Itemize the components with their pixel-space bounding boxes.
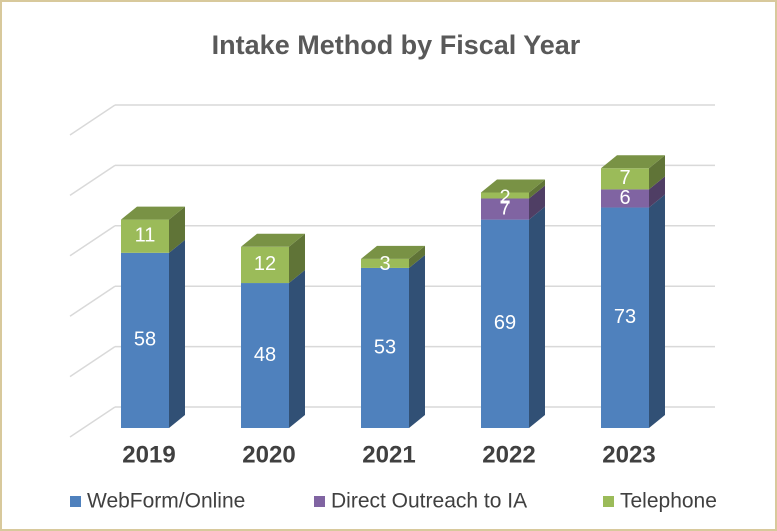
bar-side [529,179,545,199]
bar-segment [601,189,649,208]
bar-side [529,206,545,428]
data-label: 48 [254,344,276,366]
data-label: 3 [379,253,390,275]
bar-segment [601,207,649,428]
legend-label: Direct Outreach to IA [331,490,527,513]
x-tick-label: 2021 [362,441,415,468]
bar-top [481,179,545,193]
data-label: 11 [135,225,156,247]
legend-swatch [70,496,81,507]
grid-line [69,345,116,378]
bar-segment [241,246,289,284]
data-label: 12 [254,253,276,275]
bar-side [649,194,665,428]
grid-line [69,406,116,438]
bar-top [601,155,665,169]
bar-top [121,206,185,220]
data-label: 7 [619,167,630,189]
bar-side [409,254,425,428]
data-label: 58 [134,329,156,351]
grid-line [69,164,116,197]
bar-segment [481,219,529,428]
data-label: 2 [499,187,510,209]
data-label: 53 [374,336,396,358]
legend-swatch [603,496,614,507]
grid-line [69,285,116,317]
bar-top [241,233,305,247]
bar-top [361,245,425,259]
bar-segment [481,198,529,220]
x-tick-label: 2023 [602,441,655,468]
bar-side [529,185,545,220]
legend-label: WebForm/Online [87,490,245,513]
chart-title: Intake Method by Fiscal Year [212,30,581,60]
bar-side [649,176,665,208]
bar-segment [361,258,409,268]
bar-segment [601,168,649,190]
data-label: 73 [614,306,636,328]
bar-segment [121,219,169,253]
data-label: 69 [494,312,516,334]
legend-swatch [314,496,325,507]
bar-segment [481,192,529,199]
data-label: 7 [499,197,510,219]
x-tick-label: 2019 [122,441,175,468]
bar-side [409,245,425,268]
bar-side [169,239,185,428]
bar-side [649,155,665,190]
bar-side [289,233,305,284]
bar-segment [361,267,409,428]
bar-segment [121,252,169,428]
bar-segment [241,283,289,428]
legend-label: Telephone [620,490,717,513]
bar-side [289,270,305,428]
data-label: 6 [619,187,630,209]
x-tick-label: 2020 [242,441,295,468]
x-tick-label: 2022 [482,441,535,468]
grid-line [69,104,116,136]
bar-side [169,206,185,253]
grid-line [69,225,116,257]
